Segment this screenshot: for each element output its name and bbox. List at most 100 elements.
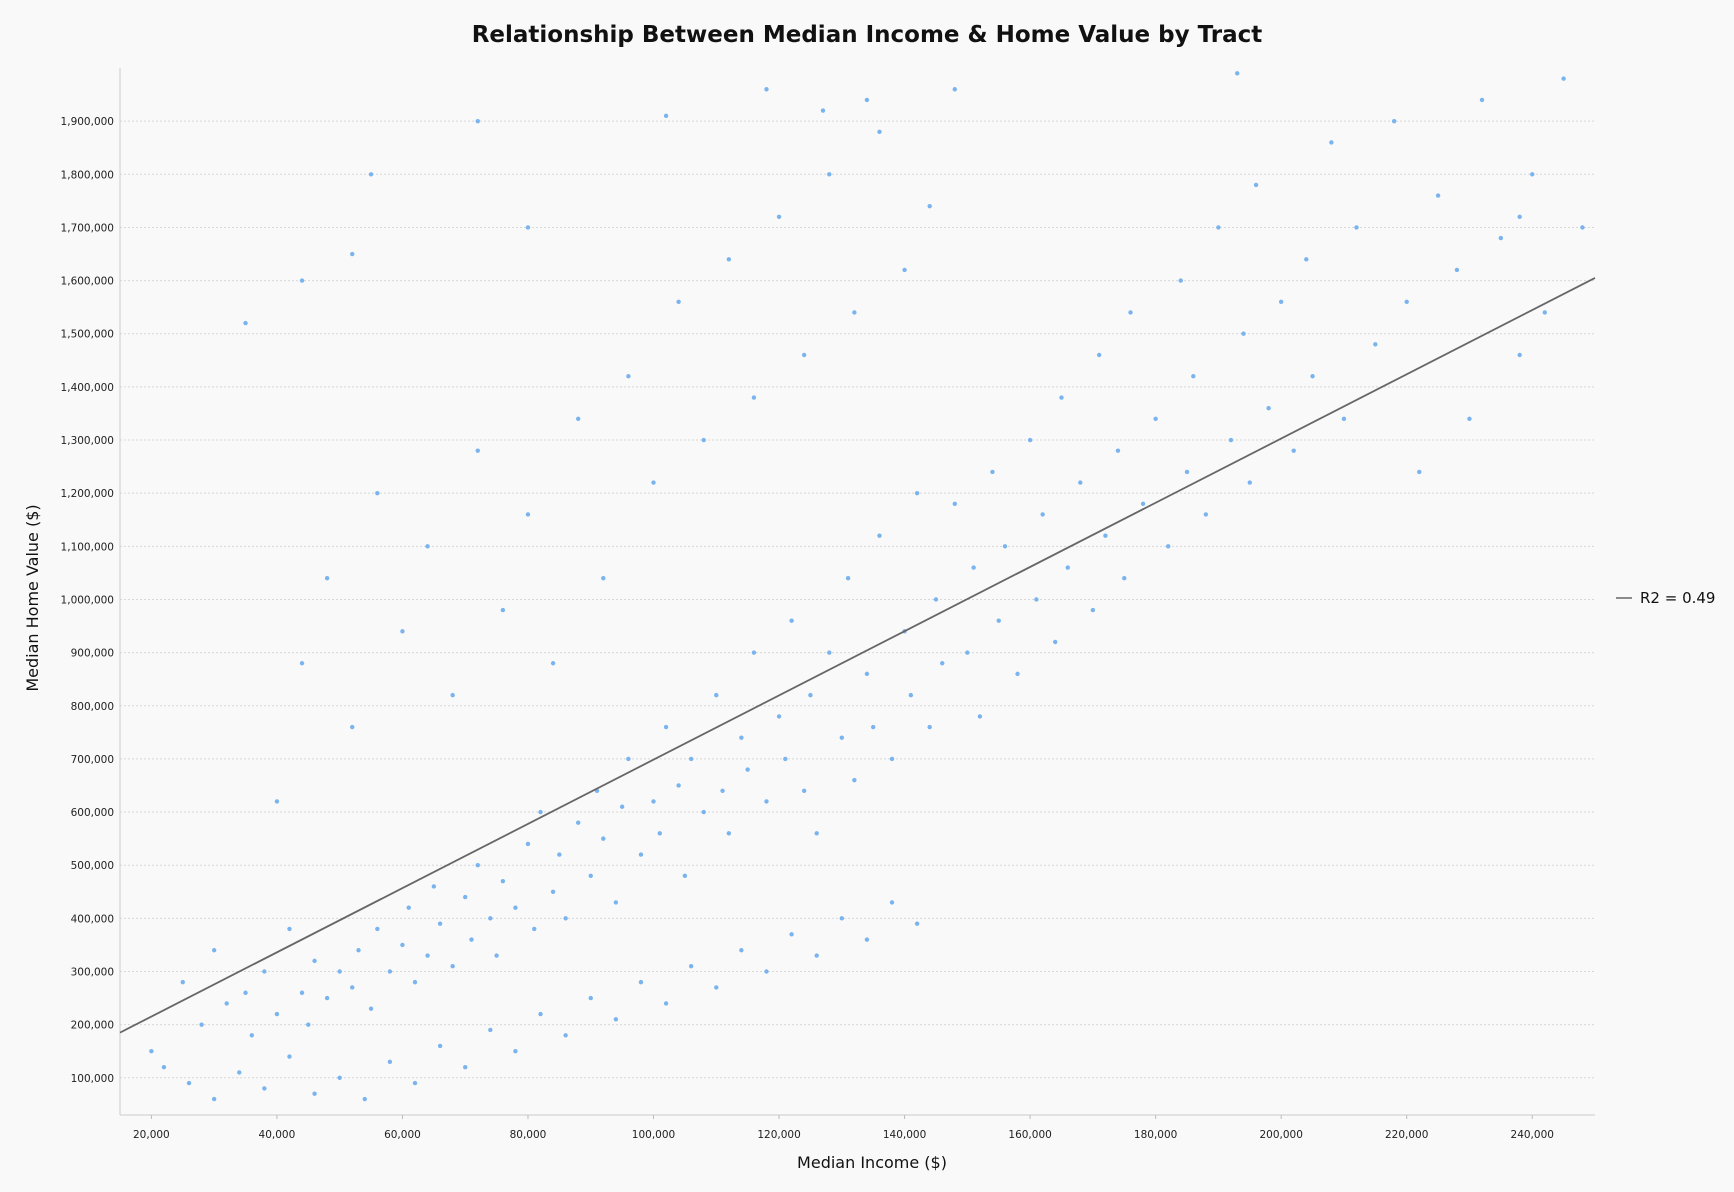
data-point <box>864 937 870 942</box>
data-point <box>1310 374 1315 379</box>
data-point <box>613 1017 619 1022</box>
data-point <box>908 692 914 698</box>
data-point <box>550 889 556 894</box>
data-point <box>789 932 794 937</box>
data-point <box>914 921 920 926</box>
data-point <box>877 129 882 134</box>
data-point <box>463 1064 468 1070</box>
y-axis-ticks: 100,000 200,000 300,000 400,000 500,000 600,0… <box>61 116 114 1085</box>
y-tick-label: 700,000 <box>71 754 114 766</box>
y-axis-title: Median Home Value ($) <box>23 504 42 691</box>
data-point <box>1128 310 1133 315</box>
data-point <box>764 87 769 92</box>
data-point <box>425 953 430 958</box>
data-point <box>337 1075 342 1080</box>
y-tick-label: 800,000 <box>71 701 114 713</box>
data-point <box>663 724 669 730</box>
data-point <box>538 809 543 815</box>
data-point <box>601 576 606 581</box>
data-point <box>1053 639 1058 645</box>
y-tick-label: 100,000 <box>71 1073 114 1085</box>
data-point <box>299 661 305 666</box>
y-tick-label: 400,000 <box>71 913 114 925</box>
data-point <box>237 1070 242 1075</box>
data-point <box>350 251 355 257</box>
data-point <box>701 809 706 815</box>
data-point <box>1530 172 1535 177</box>
data-point <box>977 714 983 719</box>
data-point <box>1266 405 1271 411</box>
data-point <box>764 799 769 804</box>
data-point <box>827 650 832 655</box>
x-tick-label: 120,000 <box>757 1129 800 1141</box>
data-point <box>475 863 480 868</box>
x-tick-label: 100,000 <box>632 1129 675 1141</box>
y-tick-label: 600,000 <box>71 807 114 819</box>
data-point <box>274 1011 280 1017</box>
data-point <box>1373 342 1378 347</box>
data-point <box>676 299 681 305</box>
data-point <box>488 1027 493 1033</box>
data-point <box>412 979 418 985</box>
data-point <box>801 788 807 794</box>
data-point <box>211 948 217 953</box>
data-point <box>864 97 870 103</box>
data-point <box>450 692 455 698</box>
data-point <box>657 831 662 836</box>
data-point <box>1329 140 1334 145</box>
data-point <box>739 948 744 953</box>
data-point <box>437 1043 443 1049</box>
data-point <box>324 576 330 581</box>
data-point <box>1278 299 1284 305</box>
data-point <box>726 257 732 262</box>
data-point <box>839 735 845 740</box>
trend-line <box>119 277 1596 1034</box>
data-point <box>714 692 719 698</box>
data-point <box>306 1022 311 1027</box>
data-point <box>714 985 719 990</box>
y-tick-label: 1,700,000 <box>61 222 114 234</box>
data-point <box>638 852 644 857</box>
data-point <box>469 937 474 942</box>
data-point <box>1027 437 1033 443</box>
data-point <box>1002 544 1008 549</box>
data-point <box>1561 76 1566 81</box>
y-tick-label: 1,200,000 <box>61 488 114 500</box>
data-point <box>312 958 317 964</box>
data-point <box>601 836 606 841</box>
x-tick-label: 220,000 <box>1385 1129 1428 1141</box>
data-point <box>500 878 506 884</box>
data-point <box>513 1049 518 1054</box>
data-point <box>299 990 305 995</box>
y-tick-label: 1,600,000 <box>61 276 114 288</box>
data-point <box>262 969 267 974</box>
data-point <box>488 916 493 921</box>
x-tick-label: 240,000 <box>1511 1129 1554 1141</box>
data-point <box>801 352 807 358</box>
x-tick-label: 40,000 <box>259 1129 296 1141</box>
data-point <box>613 900 619 905</box>
y-tick-label: 200,000 <box>71 1020 114 1032</box>
x-axis-title: Median Income ($) <box>797 1153 947 1172</box>
data-point <box>406 905 411 910</box>
data-point <box>186 1080 192 1086</box>
data-point <box>1235 71 1240 76</box>
data-point <box>864 671 870 677</box>
data-point <box>726 831 732 836</box>
data-point <box>1065 565 1070 570</box>
data-point <box>889 756 895 762</box>
data-point <box>243 320 248 326</box>
data-point <box>1140 501 1146 507</box>
data-point <box>1153 416 1158 421</box>
y-tick-label: 1,000,000 <box>61 594 114 606</box>
data-point <box>827 172 832 177</box>
data-point <box>877 533 882 538</box>
data-point <box>287 926 292 932</box>
x-tick-label: 180,000 <box>1134 1129 1177 1141</box>
data-point <box>1291 448 1296 453</box>
data-point <box>1191 374 1196 379</box>
data-point <box>375 490 380 496</box>
data-point <box>845 576 851 581</box>
data-point <box>626 374 631 379</box>
data-point <box>965 650 970 655</box>
